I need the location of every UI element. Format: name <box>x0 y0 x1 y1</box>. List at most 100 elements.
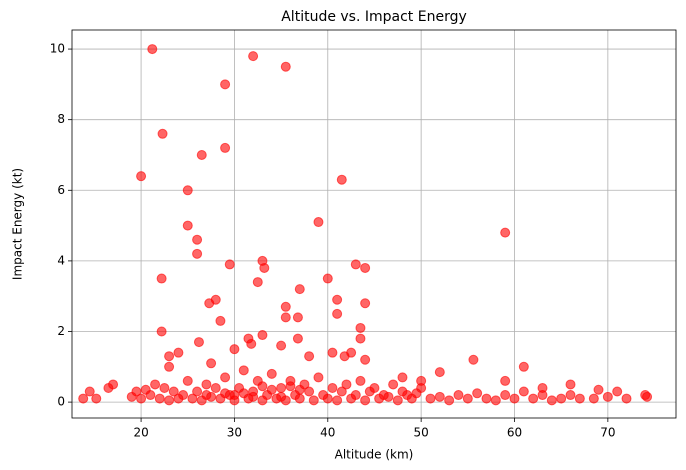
scatter-point <box>156 326 167 337</box>
scatter-point <box>131 386 142 397</box>
scatter-point <box>196 149 207 160</box>
scatter-point <box>210 382 221 393</box>
scatter-point <box>259 262 270 273</box>
scatter-point <box>360 262 371 273</box>
scatter-point <box>397 372 408 383</box>
scatter-point <box>472 388 483 399</box>
scatter-point <box>565 390 576 401</box>
x-tick-label: 20 <box>133 426 148 440</box>
scatter-point <box>612 386 623 397</box>
scatter-point <box>276 340 287 351</box>
y-tick-label: 10 <box>50 42 65 56</box>
scatter-point <box>154 393 165 404</box>
scatter-point <box>182 375 193 386</box>
scatter-point <box>490 395 501 406</box>
scatter-point <box>280 312 291 323</box>
scatter-point <box>193 337 204 348</box>
scatter-point <box>84 386 95 397</box>
scatter-point <box>220 142 231 153</box>
x-tick-label: 50 <box>414 426 429 440</box>
scatter-point <box>444 395 455 406</box>
scatter-point <box>350 259 361 270</box>
y-tick-label: 0 <box>57 395 65 409</box>
scatter-point <box>500 227 511 238</box>
scatter-point <box>136 393 147 404</box>
x-tick-label: 70 <box>600 426 615 440</box>
scatter-point <box>229 390 240 401</box>
y-tick-label: 6 <box>57 183 65 197</box>
scatter-point <box>280 301 291 312</box>
scatter-point <box>322 273 333 284</box>
scatter-point <box>224 259 235 270</box>
scatter-point <box>518 386 529 397</box>
scatter-point <box>392 395 403 406</box>
scatter-point <box>468 354 479 365</box>
scatter-point <box>588 393 599 404</box>
y-tick-label: 4 <box>57 253 65 267</box>
scatter-point <box>518 361 529 372</box>
scatter-point <box>156 273 167 284</box>
scatter-point <box>416 382 427 393</box>
scatter-point <box>360 298 371 309</box>
scatter-point <box>332 308 343 319</box>
scatter-point <box>192 386 203 397</box>
scatter-point <box>327 382 338 393</box>
scatter-point <box>248 51 259 62</box>
scatter-point <box>220 372 231 383</box>
scatter-point <box>332 294 343 305</box>
scatter-point <box>252 277 263 288</box>
scatter-point <box>178 390 189 401</box>
scatter-point <box>369 382 380 393</box>
scatter-point <box>621 393 632 404</box>
scatter-point <box>280 61 291 72</box>
scatter-point <box>313 217 324 228</box>
scatter-point <box>434 367 445 378</box>
scatter-point <box>346 347 357 358</box>
scatter-point <box>355 333 366 344</box>
scatter-point <box>192 248 203 259</box>
scatter-point <box>332 395 343 406</box>
scatter-point <box>537 390 548 401</box>
x-axis-label: Altitude (km) <box>335 448 414 462</box>
scatter-point <box>266 384 277 395</box>
scatter-point <box>425 393 436 404</box>
scatter-point <box>220 79 231 90</box>
scatter-point <box>136 171 147 182</box>
scatter-point <box>360 354 371 365</box>
scatter-point <box>313 372 324 383</box>
scatter-point <box>164 351 175 362</box>
scatter-point <box>201 390 212 401</box>
scatter-point <box>341 379 352 390</box>
scatter-point <box>164 395 175 406</box>
y-tick-label: 2 <box>57 324 65 338</box>
scatter-point <box>500 390 511 401</box>
scatter-point <box>229 344 240 355</box>
scatter-point <box>546 395 557 406</box>
y-axis-label: Impact Energy (kt) <box>11 168 25 280</box>
x-tick-label: 30 <box>227 426 242 440</box>
scatter-point <box>145 390 156 401</box>
scatter-point <box>383 391 394 402</box>
scatter-point <box>173 347 184 358</box>
scatter-point <box>204 298 215 309</box>
scatter-point <box>91 393 102 404</box>
scatter-point <box>206 358 217 369</box>
scatter-point <box>248 391 259 402</box>
scatter-point <box>285 381 296 392</box>
scatter-point <box>246 338 257 349</box>
scatter-point <box>360 395 371 406</box>
scatter-point <box>147 44 158 55</box>
scatter-point <box>168 386 179 397</box>
scatter-point <box>304 386 315 397</box>
scatter-point <box>257 381 268 392</box>
scatter-point <box>150 379 161 390</box>
scatter-point <box>157 128 168 139</box>
scatter-point <box>294 384 305 395</box>
scatter-point <box>292 312 303 323</box>
scatter-point <box>238 388 249 399</box>
scatter-point <box>266 368 277 379</box>
scatter-point <box>481 393 492 404</box>
scatter-point <box>593 384 604 395</box>
